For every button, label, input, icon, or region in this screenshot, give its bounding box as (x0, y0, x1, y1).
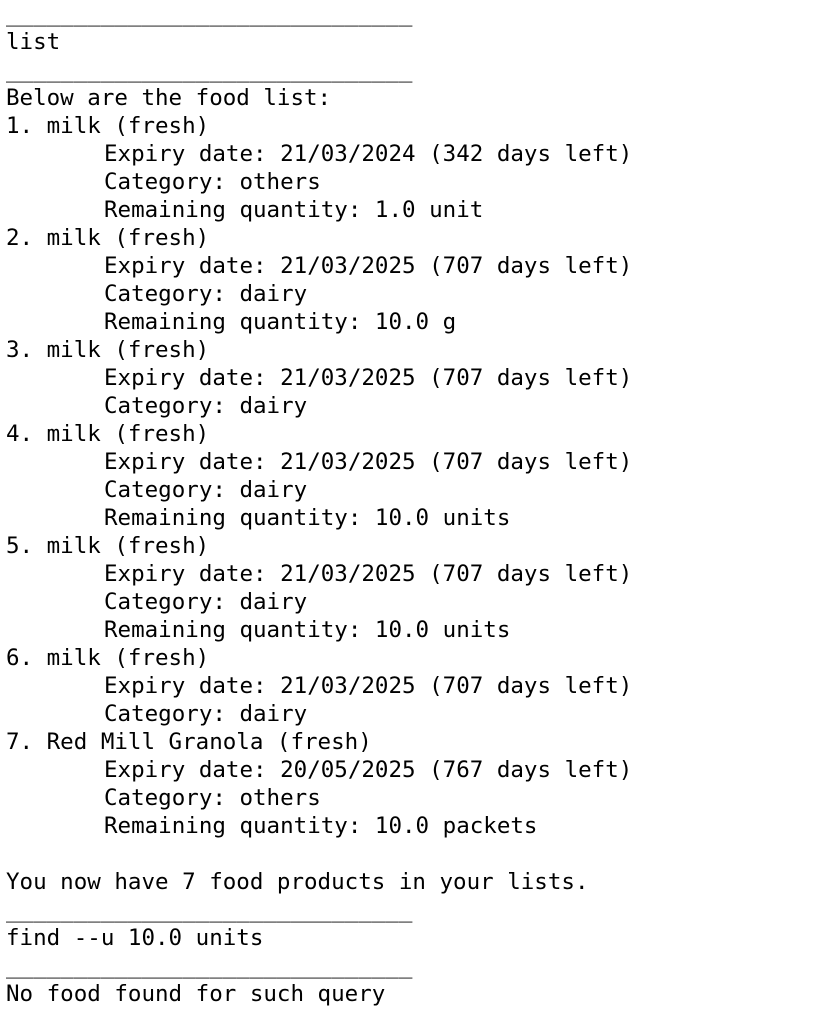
separator-line: ______________________________ (6, 1009, 413, 1022)
output-line: You now have 7 food products in your lis… (6, 869, 589, 895)
food-detail-line: Remaining quantity: 10.0 units (104, 617, 511, 643)
food-detail-line: Category: others (104, 169, 321, 195)
food-detail-line: Category: dairy (104, 281, 308, 307)
blank-line (6, 840, 828, 868)
food-item-line: 5. milk (fresh) (6, 533, 210, 559)
separator-line: ______________________________ (6, 953, 413, 979)
food-detail-line: Expiry date: 20/05/2025 (767 days left) (104, 757, 633, 783)
output-line: Below are the food list: (6, 85, 332, 111)
food-detail-line: Remaining quantity: 10.0 packets (104, 813, 538, 839)
food-detail-line: Expiry date: 21/03/2025 (707 days left) (104, 449, 633, 475)
food-detail-line: Category: dairy (104, 393, 308, 419)
food-detail-line: Category: dairy (104, 589, 308, 615)
separator-line: ______________________________ (6, 897, 413, 923)
food-detail-line: Expiry date: 21/03/2025 (707 days left) (104, 253, 633, 279)
food-detail-line: Expiry date: 21/03/2024 (342 days left) (104, 141, 633, 167)
separator-line: ______________________________ (6, 57, 413, 83)
food-item-line: 6. milk (fresh) (6, 645, 210, 671)
food-detail-line: Expiry date: 21/03/2025 (707 days left) (104, 561, 633, 587)
food-item-line: 7. Red Mill Granola (fresh) (6, 729, 372, 755)
food-detail-line: Remaining quantity: 10.0 g (104, 309, 457, 335)
food-detail-line: Remaining quantity: 1.0 unit (104, 197, 484, 223)
food-detail-line: Expiry date: 21/03/2025 (707 days left) (104, 365, 633, 391)
command-line: list (6, 29, 61, 55)
food-item-line: 1. milk (fresh) (6, 113, 210, 139)
command-line: find --u 10.0 units (6, 925, 264, 951)
food-item-line: 3. milk (fresh) (6, 337, 210, 363)
food-item-line: 2. milk (fresh) (6, 225, 210, 251)
separator-line: ______________________________ (6, 1, 413, 27)
food-item-line: 4. milk (fresh) (6, 421, 210, 447)
food-detail-line: Category: others (104, 785, 321, 811)
food-detail-line: Category: dairy (104, 701, 308, 727)
food-detail-line: Expiry date: 21/03/2025 (707 days left) (104, 673, 633, 699)
food-detail-line: Remaining quantity: 10.0 units (104, 505, 511, 531)
food-detail-line: Category: dairy (104, 477, 308, 503)
output-line: No food found for such query (6, 981, 386, 1007)
